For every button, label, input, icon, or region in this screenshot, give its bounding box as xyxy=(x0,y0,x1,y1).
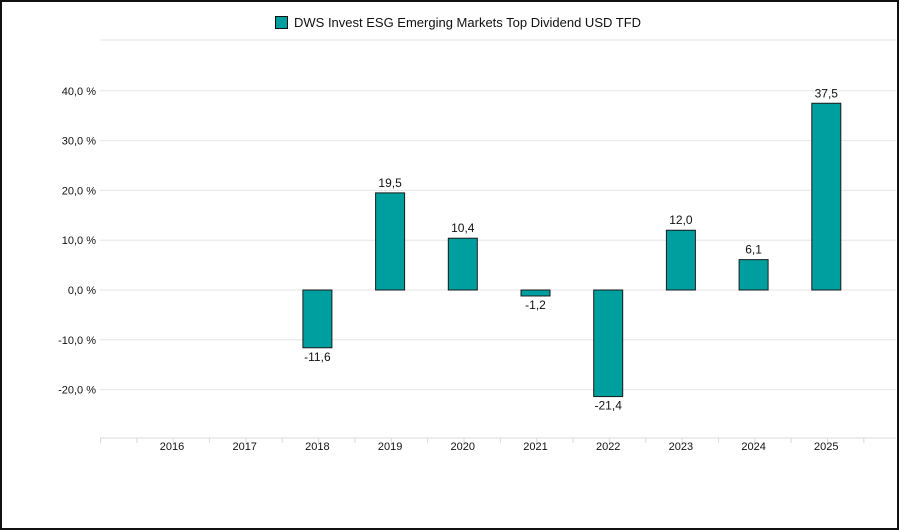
bar xyxy=(738,259,769,291)
bar xyxy=(375,192,406,291)
y-tick-label: 10,0 % xyxy=(62,235,96,247)
x-tick-label: 2025 xyxy=(814,441,838,453)
x-tick-label: 2022 xyxy=(596,441,620,453)
bar-value-label: -21,4 xyxy=(595,399,623,413)
bar-value-label: 6,1 xyxy=(745,243,762,257)
x-tick-label: 2024 xyxy=(741,441,765,453)
y-tick-label: -20,0 % xyxy=(58,385,96,397)
x-tick-label: 2016 xyxy=(160,441,184,453)
legend[interactable]: DWS Invest ESG Emerging Markets Top Divi… xyxy=(275,15,641,30)
x-tick-label: 2021 xyxy=(523,441,547,453)
bar xyxy=(520,289,551,297)
y-tick-label: 30,0 % xyxy=(62,136,96,148)
bar xyxy=(302,289,333,349)
bar xyxy=(665,229,696,291)
y-tick-label: 20,0 % xyxy=(62,185,96,197)
bar-value-label: 10,4 xyxy=(451,221,475,235)
x-tick-label: 2017 xyxy=(232,441,256,453)
x-tick-label: 2019 xyxy=(378,441,402,453)
bar-value-label: 12,0 xyxy=(669,213,693,227)
bar-value-label: 37,5 xyxy=(815,86,839,100)
bar-value-label: 19,5 xyxy=(378,176,402,190)
bar-value-label: -11,6 xyxy=(304,350,331,364)
bar xyxy=(811,102,842,291)
legend-swatch xyxy=(275,16,288,29)
y-tick-label: 0,0 % xyxy=(68,285,96,297)
x-tick-label: 2020 xyxy=(451,441,475,453)
bar-value-label: -1,2 xyxy=(525,298,546,312)
y-tick-label: 40,0 % xyxy=(62,86,96,98)
x-tick-label: 2023 xyxy=(669,441,693,453)
bar xyxy=(447,237,478,291)
legend-label: DWS Invest ESG Emerging Markets Top Divi… xyxy=(294,15,642,30)
bar xyxy=(593,289,624,398)
y-tick-label: -10,0 % xyxy=(58,335,96,347)
x-tick-label: 2018 xyxy=(305,441,329,453)
